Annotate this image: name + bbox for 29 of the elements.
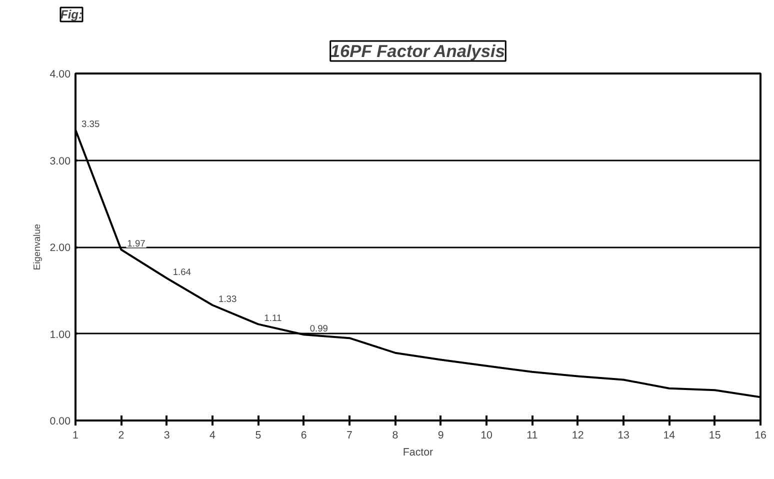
data-label: 1.97: [127, 238, 146, 249]
x-tick-label: 3: [164, 430, 170, 442]
data-label: 0.99: [310, 324, 328, 334]
x-tick-label: 8: [392, 430, 398, 442]
x-tick-label: 16: [754, 430, 766, 442]
x-tick-label: 7: [346, 430, 353, 442]
data-label: 1.33: [218, 294, 237, 304]
x-tick-label: 9: [438, 430, 444, 442]
data-label: 1.11: [264, 313, 282, 324]
x-tick-label: 4: [210, 430, 216, 442]
data-label: 1.64: [172, 267, 191, 278]
x-tick-label: 14: [663, 430, 676, 442]
y-tick-label: 3.00: [50, 155, 71, 168]
y-tick-label: 2.00: [50, 242, 71, 254]
x-tick-label: 10: [480, 430, 492, 442]
x-tick-label: 12: [572, 430, 584, 442]
data-label: 3.35: [82, 118, 100, 129]
x-tick-label: 2: [118, 430, 124, 442]
x-axis-title: Factor: [402, 446, 434, 458]
x-tick-label: 11: [526, 430, 538, 442]
y-tick-label: 0.00: [50, 416, 71, 428]
x-tick-label: 1: [72, 430, 79, 442]
y-axis-title: Eigenvalue: [32, 224, 42, 270]
x-tick-label: 13: [618, 430, 630, 442]
x-tick-label: 6: [300, 430, 307, 442]
x-tick-label: 15: [708, 430, 721, 442]
x-tick-label: 5: [255, 430, 262, 442]
y-tick-label: 4.00: [50, 68, 71, 80]
y-tick-label: 1.00: [50, 328, 71, 341]
